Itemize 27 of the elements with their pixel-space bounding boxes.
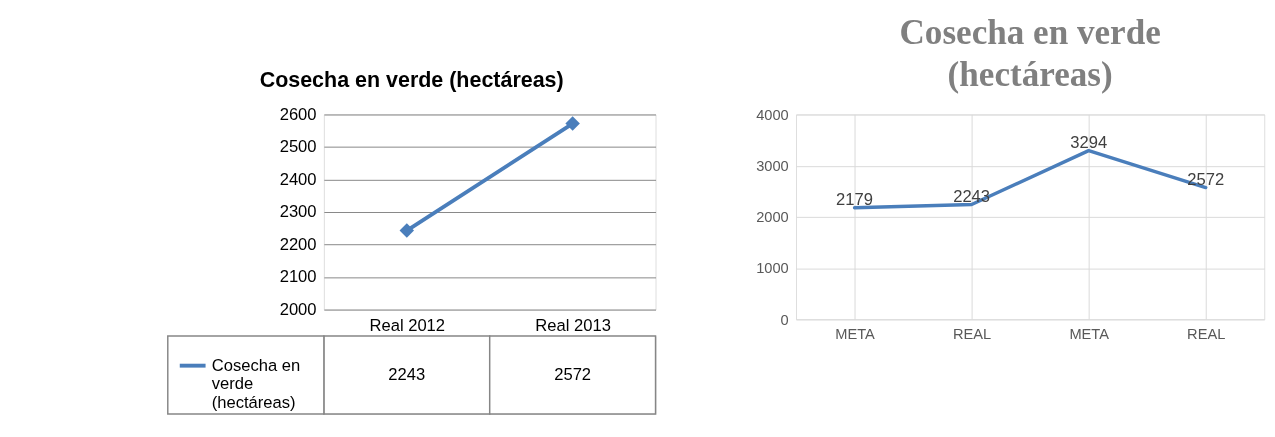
data-label: 3294 [1070,132,1108,152]
y-tick-label: 2200 [279,234,317,254]
data-label: 2243 [388,364,426,384]
y-tick-label: 1000 [756,260,789,277]
x-tick-label: Real 2012 [369,315,446,335]
chart-title: Cosecha en verde (hectáreas) [259,67,564,92]
y-tick-label: 2300 [279,202,317,222]
x-tick-label: REAL [952,326,992,343]
data-label: 2572 [1187,169,1225,189]
y-tick-label: 2100 [279,267,317,287]
y-tick-label: 4000 [756,106,789,123]
y-tick-label: 2500 [279,137,317,157]
chart-title: Cosecha en verde (hectáreas) [899,13,1161,95]
x-tick-label: Real 2013 [535,315,611,335]
data-label: 2243 [953,186,991,206]
legend-label: Cosecha en verde (hectáreas) [211,355,301,412]
y-tick-label: 3000 [756,158,789,175]
y-tick-label: 2000 [756,209,789,226]
x-tick-label: META [835,326,876,343]
y-tick-label: 0 [780,311,789,328]
y-tick-label: 2400 [279,169,317,189]
y-tick-label: 2600 [279,104,317,124]
y-tick-label: 2000 [279,299,317,319]
x-tick-label: META [1069,326,1110,343]
data-label: 2179 [836,189,873,209]
data-label: 2572 [554,364,592,384]
x-tick-label: REAL [1187,326,1226,343]
